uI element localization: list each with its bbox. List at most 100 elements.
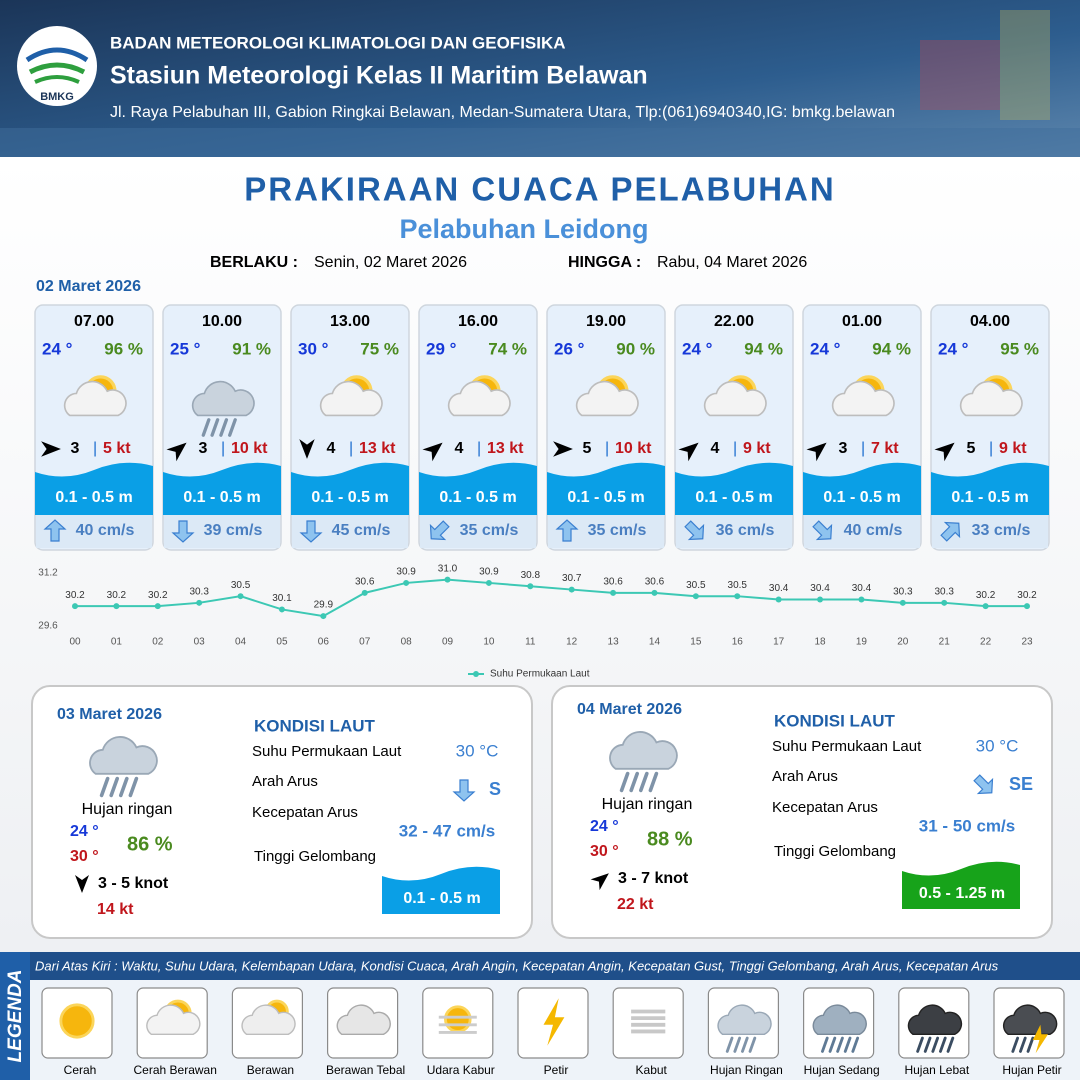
gust: 14 kt (97, 901, 134, 918)
wave-shape (419, 462, 537, 515)
humidity: 86 % (127, 833, 173, 855)
value-label: 30.2 (107, 590, 127, 601)
separator: | (605, 440, 609, 457)
y-tick-label: 29.6 (38, 621, 58, 632)
icon (1002, 1004, 1058, 1054)
legend-item: Udara Kabur (427, 1063, 495, 1077)
card-temp: 24 ° (938, 339, 969, 358)
x-tick-label: 11 (525, 637, 536, 648)
value-label: 30.5 (686, 580, 706, 591)
card-temp: 30 ° (298, 339, 329, 358)
separator: | (989, 440, 993, 457)
x-tick-label: 00 (69, 637, 81, 648)
sst-point (982, 603, 989, 610)
x-tick-label: 19 (856, 637, 868, 648)
x-tick-label: 13 (608, 637, 620, 648)
sst-point (899, 599, 906, 606)
sst-point (817, 596, 824, 603)
icon (703, 375, 767, 417)
rain-drop (923, 1036, 932, 1053)
value-label: 30.4 (810, 583, 830, 594)
rain-drop (228, 418, 237, 437)
rain-drop (939, 1036, 947, 1053)
logo-arc (28, 62, 86, 75)
speed-label: Kecepatan Arus (252, 804, 358, 821)
x-tick-label: 14 (649, 637, 661, 648)
sst-point (361, 589, 368, 596)
sun (444, 1005, 472, 1033)
x-tick-label: 04 (235, 637, 247, 648)
arrow (299, 439, 315, 459)
legend-swatch-dot (473, 671, 479, 677)
current-arrow (684, 520, 705, 541)
cloud (1002, 1004, 1058, 1036)
card-current: 36 cm/s (716, 522, 775, 539)
temp-max: 30 ° (590, 843, 619, 860)
valid-from: Senin, 02 Maret 2026 (314, 254, 467, 271)
card-wind: 4 (711, 440, 720, 457)
card-humidity: 94 % (744, 339, 783, 358)
rain-drop (638, 771, 649, 793)
gust: 22 kt (617, 896, 654, 913)
wind: 3 - 5 knot (98, 875, 169, 892)
rain-drop (118, 776, 129, 798)
card-time: 19.00 (586, 313, 626, 330)
current-arrow (43, 519, 67, 542)
current-arrow (973, 774, 994, 795)
icon (609, 731, 678, 793)
cloud (812, 1004, 867, 1036)
cloud (319, 380, 383, 417)
x-tick-label: 22 (980, 637, 992, 648)
value-label: 30.2 (976, 590, 996, 601)
icon (631, 1009, 666, 1034)
card-wind: 3 (199, 440, 208, 457)
rain-drop (219, 418, 229, 437)
sst-point (941, 599, 948, 606)
legend-item: Cerah Berawan (134, 1063, 217, 1077)
arrow (934, 442, 955, 462)
rain-drop (916, 1036, 924, 1053)
logo-arc (34, 75, 80, 84)
card-gust: 10 kt (231, 440, 268, 457)
legend-item: Hujan Petir (1002, 1063, 1061, 1077)
wave-label: Tinggi Gelombang (254, 848, 376, 865)
x-tick-label: 01 (111, 637, 123, 648)
card-current: 40 cm/s (844, 522, 903, 539)
x-tick-label: 17 (773, 637, 785, 648)
cloud (63, 380, 127, 417)
rain-drop (821, 1036, 829, 1053)
speed-label: Kecepatan Arus (772, 799, 878, 816)
card-temp: 24 ° (42, 339, 73, 358)
sst-point (775, 596, 782, 603)
value-label: 30.2 (148, 590, 168, 601)
separator: | (861, 440, 865, 457)
x-tick-label: 07 (359, 637, 371, 648)
current-arrow (452, 779, 476, 802)
value-label: 30.5 (231, 580, 251, 591)
rain-drop (1011, 1036, 1020, 1053)
rain-drop (1019, 1036, 1027, 1053)
current-arrow (940, 521, 961, 542)
icon (831, 375, 895, 417)
card-current: 35 cm/s (588, 522, 647, 539)
sst-point (610, 589, 617, 596)
icon (543, 998, 565, 1046)
icon (438, 1005, 477, 1034)
x-tick-label: 23 (1021, 637, 1033, 648)
condition: Hujan ringan (82, 801, 173, 818)
card-wave: 0.1 - 0.5 m (695, 489, 772, 506)
subtitle: Pelabuhan Leidong (399, 214, 648, 244)
panel-bg (31, 685, 533, 939)
arrow (678, 442, 699, 462)
rain-drop (648, 771, 659, 793)
card-humidity: 75 % (360, 339, 399, 358)
card-time: 13.00 (330, 313, 370, 330)
header-floor (0, 128, 1080, 157)
rain-drop (836, 1036, 844, 1053)
card-wind: 4 (455, 440, 464, 457)
legend-item: Berawan (247, 1063, 294, 1077)
icon (59, 1003, 95, 1039)
rain-drop (733, 1036, 742, 1053)
bolt (543, 998, 565, 1046)
